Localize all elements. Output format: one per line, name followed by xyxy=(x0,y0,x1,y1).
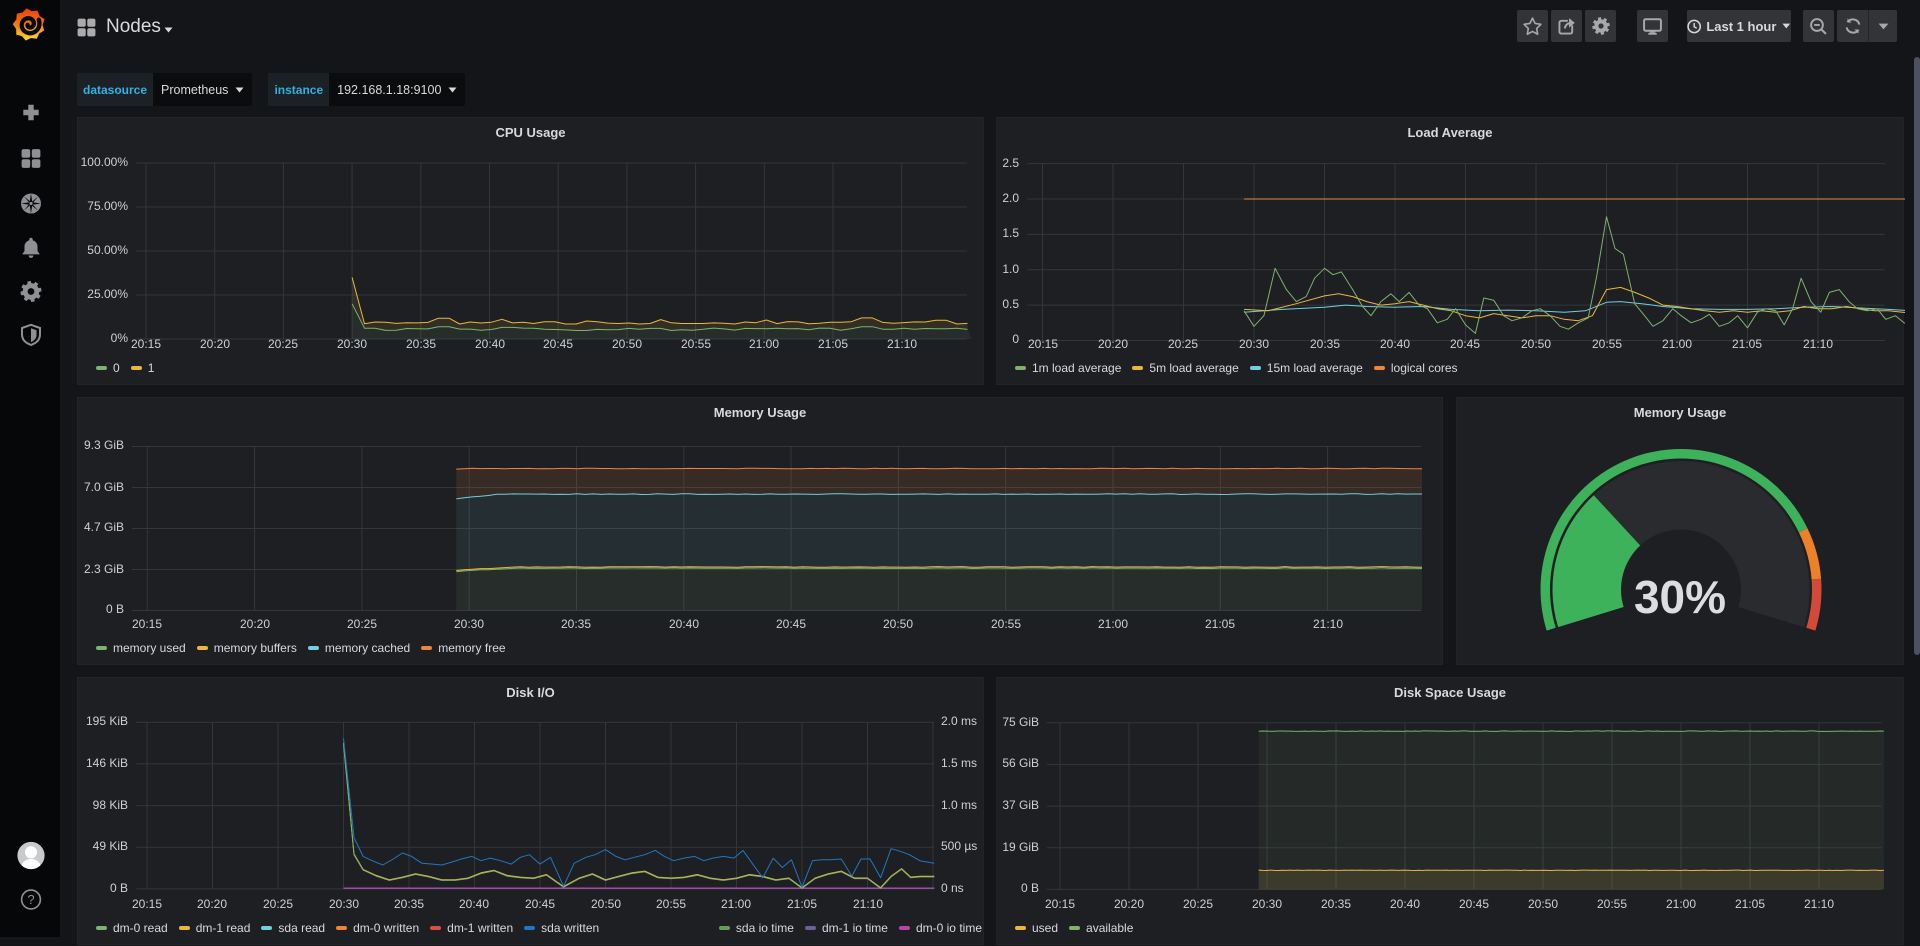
svg-text:?: ? xyxy=(27,892,34,907)
